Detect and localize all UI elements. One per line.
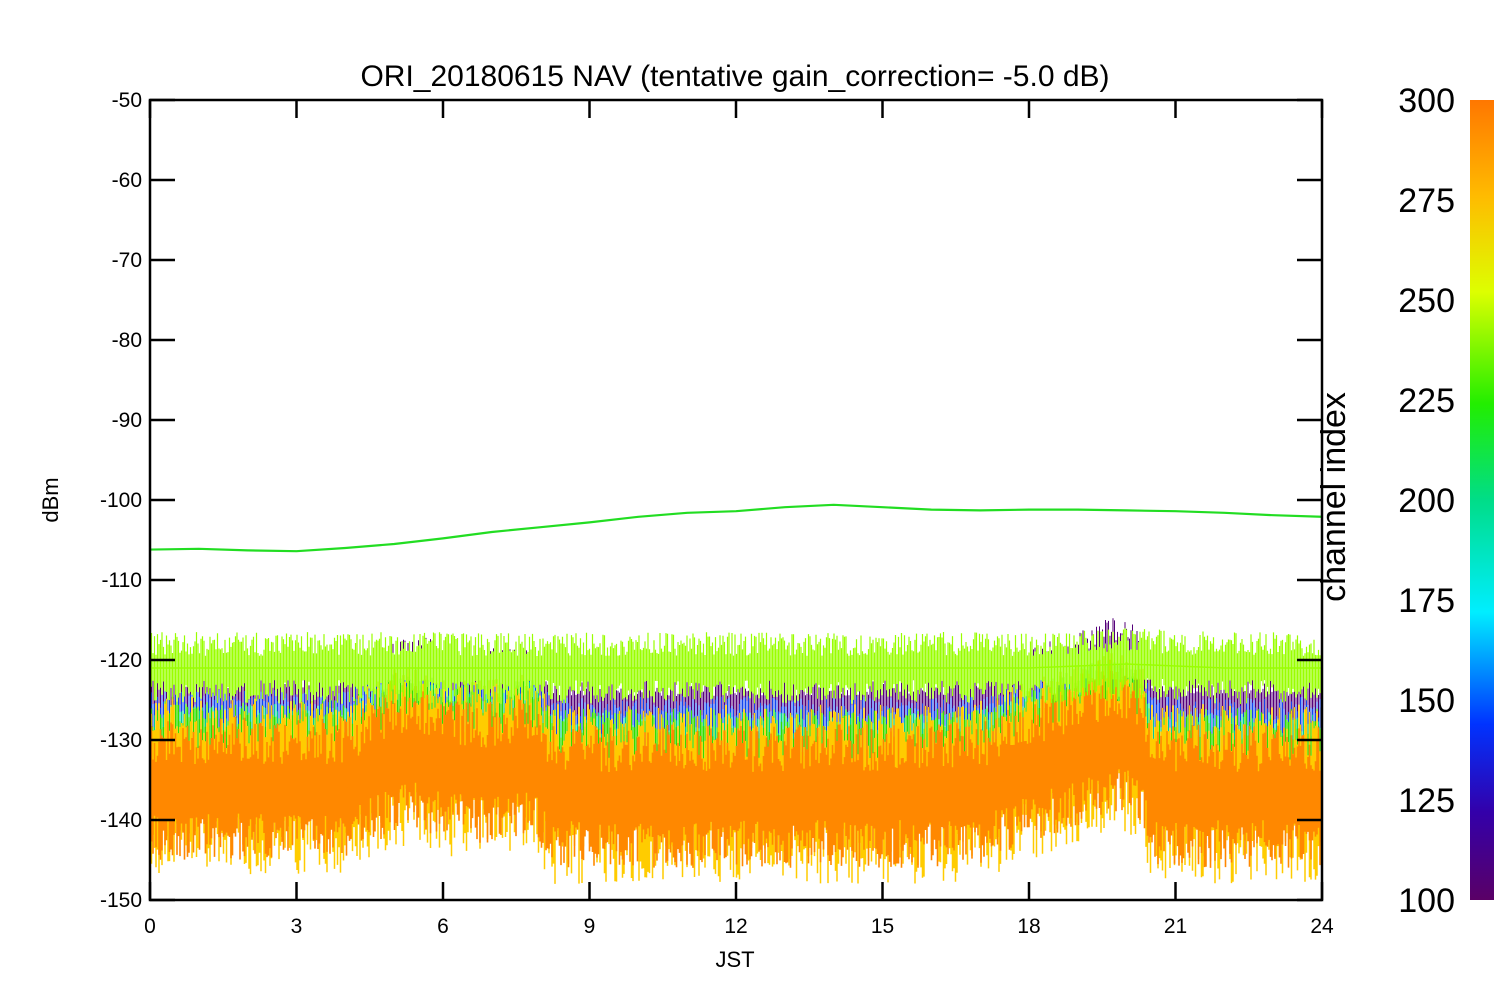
- x-tick-label: 21: [1164, 915, 1187, 938]
- x-tick-label: 18: [1017, 915, 1040, 938]
- colorbar-tick-label: 150: [1398, 682, 1455, 720]
- series-line-1: [151, 663, 1321, 669]
- series-layer: [151, 503, 1321, 797]
- y-tick-label: -60: [112, 169, 142, 192]
- x-tick-label: 9: [584, 915, 596, 938]
- colorbar-tick-label: 175: [1398, 582, 1455, 620]
- colorbar-tick-label: 275: [1398, 182, 1455, 220]
- plot-data-layer: [151, 618, 1321, 884]
- y-tick-label: -90: [112, 409, 142, 432]
- colorbar-tick-label: 300: [1398, 82, 1455, 120]
- colorbar-tick-label: 125: [1398, 782, 1455, 820]
- colorbar-ticks: 100 125 150 175 200 225 250 275 300: [1398, 82, 1455, 920]
- x-tick-label: 15: [871, 915, 894, 938]
- x-tick-label: 6: [437, 915, 449, 938]
- orange-channel-noise: [151, 670, 1321, 868]
- y-tick-label: -100: [100, 489, 142, 512]
- y-tick-label: -150: [100, 889, 142, 912]
- y-axis: -50 -60 -70 -80 -90 -100 -110 -120 -130 -140 -150: [100, 89, 1322, 912]
- colorbar-tick-label: 200: [1398, 482, 1455, 520]
- series-line-0: [151, 503, 1321, 553]
- colorbar-tick-label: 225: [1398, 382, 1455, 420]
- colorbar: [1470, 100, 1494, 900]
- colorbar-label: channel index: [1315, 392, 1353, 602]
- x-tick-label: 24: [1310, 915, 1334, 938]
- colorbar-tick-label: 250: [1398, 282, 1455, 320]
- y-tick-label: -120: [100, 649, 142, 672]
- y-tick-label: -140: [100, 809, 142, 832]
- y-tick-label: -50: [112, 89, 142, 112]
- x-tick-label: 0: [144, 915, 156, 938]
- x-tick-label: 12: [724, 915, 747, 938]
- y-tick-label: -110: [102, 569, 142, 592]
- colorbar-tick-label: 100: [1398, 882, 1455, 920]
- x-tick-label: 3: [291, 915, 303, 938]
- y-tick-label: -80: [112, 329, 142, 352]
- x-axis-label: JST: [715, 947, 754, 972]
- x-axis: 0 3 6 9 12 15 18 21 24: [144, 100, 1334, 938]
- y-tick-label: -130: [100, 729, 142, 752]
- series-line-2: [151, 739, 1321, 797]
- y-axis-label: dBm: [38, 477, 63, 522]
- y-tick-label: -70: [112, 249, 142, 272]
- chart-title: ORI_20180615 NAV (tentative gain_correct…: [360, 60, 1109, 93]
